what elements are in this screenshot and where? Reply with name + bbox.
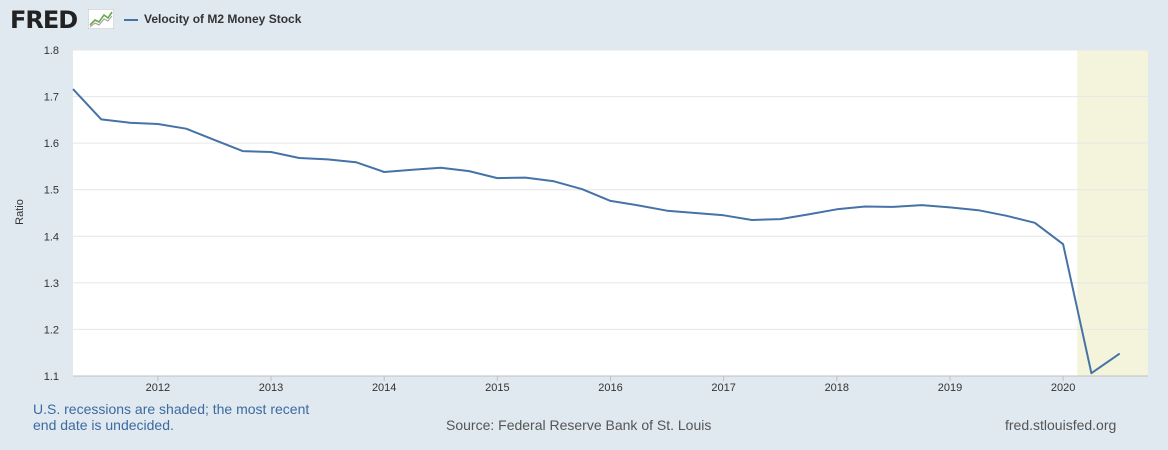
y-tick-label: 1.8 [44,45,59,57]
series-line[interactable] [72,88,1121,375]
legend-swatch [124,19,138,21]
x-tick-label: 2019 [938,382,962,394]
y-tick-label: 1.5 [44,185,59,197]
chart-header: FRED Velocity of M2 Money Stock [0,0,1168,40]
x-tick-label: 2016 [598,382,622,394]
x-tick-label: 2020 [1051,382,1075,394]
website-link[interactable]: fred.stlouisfed.org [1005,417,1117,433]
source-text: Source: Federal Reserve Bank of St. Loui… [446,417,712,433]
x-tick-label: 2015 [485,382,509,394]
x-tick-label: 2013 [259,382,283,394]
y-tick-label: 1.2 [44,324,59,336]
recession-note: U.S. recessions are shaded; the most rec… [33,401,310,433]
fred-chart-icon [88,9,114,29]
fred-logo[interactable]: FRED [10,6,78,34]
recession-shading [1077,50,1148,376]
x-tick-label: 2017 [711,382,735,394]
plot-area [73,50,1148,376]
x-tick-label: 2012 [146,382,170,394]
y-tick-label: 1.6 [44,138,59,150]
x-tick-label: 2014 [372,382,396,394]
x-tick-label: 2018 [825,382,849,394]
legend-label: Velocity of M2 Money Stock [144,12,302,26]
y-tick-label: 1.1 [44,371,59,383]
y-tick-label: 1.4 [44,231,59,243]
y-tick-label: 1.3 [44,278,59,290]
y-tick-label: 1.7 [44,92,59,104]
